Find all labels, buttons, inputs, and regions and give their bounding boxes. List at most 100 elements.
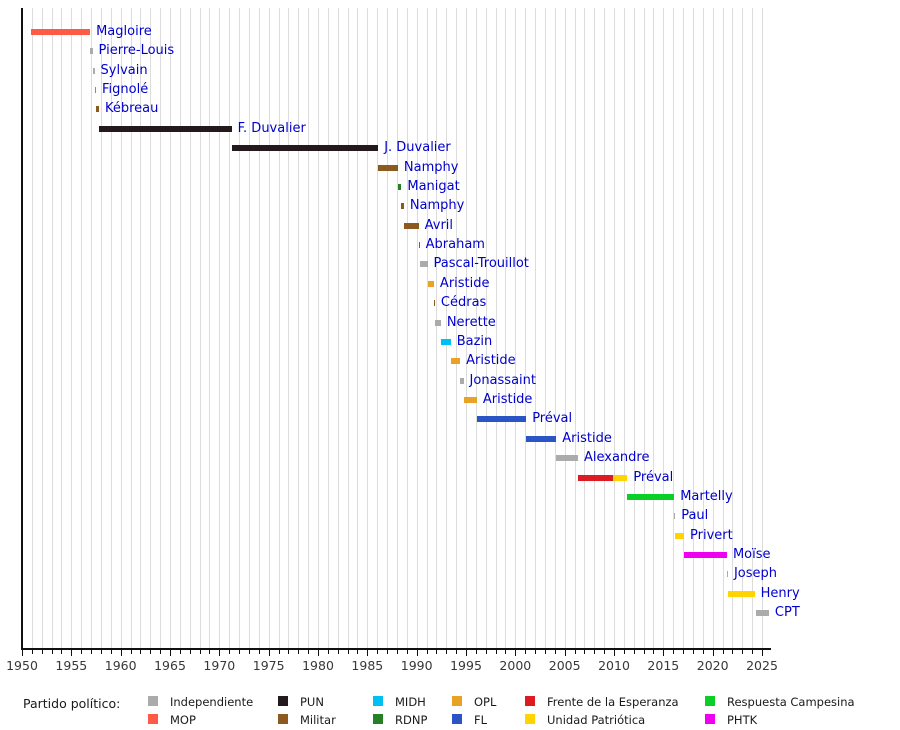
grid-line: [574, 8, 576, 648]
axis-tick: [130, 650, 132, 654]
grid-line: [199, 8, 201, 648]
legend-label: RDNP: [395, 713, 428, 727]
grid-line: [673, 8, 675, 648]
grid-line: [219, 8, 221, 648]
axis-tick: [396, 650, 398, 654]
grid-line: [633, 8, 635, 648]
grid-line: [702, 8, 704, 648]
grid-line: [505, 8, 507, 648]
legend-swatch: [705, 714, 715, 724]
axis-tick: [623, 650, 625, 654]
axis-tick: [525, 650, 527, 654]
axis-tick: [742, 650, 744, 654]
grid-line: [525, 8, 527, 648]
axis-tick-label: 1990: [400, 658, 433, 673]
axis-tick: [692, 650, 694, 654]
timeline-bar: [684, 551, 727, 558]
timeline-bar: [612, 474, 628, 481]
timeline-bar: [627, 493, 675, 500]
grid-line: [456, 8, 458, 648]
axis-tick: [732, 650, 734, 654]
y-axis-line: [21, 8, 23, 648]
axis-tick: [505, 650, 507, 654]
timeline-bar: [231, 145, 379, 152]
grid-line: [683, 8, 685, 648]
grid-line: [584, 8, 586, 648]
bar-label: Manigat: [407, 178, 460, 194]
axis-tick: [298, 650, 300, 654]
grid-line: [643, 8, 645, 648]
axis-tick-label: 1985: [351, 658, 384, 673]
timeline-bar: [92, 67, 95, 74]
grid-line: [278, 8, 280, 648]
bar-label: Paul: [681, 508, 709, 524]
bar-label: Abraham: [425, 237, 485, 253]
grid-line: [515, 8, 517, 648]
axis-tick: [140, 650, 142, 654]
axis-tick: [278, 650, 280, 654]
axis-tick: [41, 650, 43, 654]
timeline-bar: [96, 106, 99, 113]
axis-tick: [160, 650, 162, 654]
axis-tick: [31, 650, 33, 654]
grid-line: [436, 8, 438, 648]
grid-line: [229, 8, 231, 648]
bar-label: Fignolé: [102, 82, 149, 98]
bar-label: Aristide: [482, 392, 533, 408]
axis-tick-label: 1975: [252, 658, 285, 673]
axis-tick: [288, 650, 290, 654]
bar-label: Sylvain: [100, 62, 148, 78]
grid-line: [712, 8, 714, 648]
axis-tick: [51, 650, 53, 654]
axis-tick: [367, 650, 369, 656]
timeline-bar: [378, 164, 398, 171]
timeline-bar: [397, 183, 402, 190]
grid-line: [347, 8, 349, 648]
axis-tick: [663, 650, 665, 656]
timeline-bar: [450, 358, 461, 365]
axis-tick: [466, 650, 467, 656]
grid-line: [732, 8, 734, 648]
timeline-bar: [434, 319, 441, 326]
legend-swatch: [278, 696, 288, 706]
grid-line: [564, 8, 566, 648]
grid-line: [752, 8, 754, 648]
legend-label: Militar: [300, 713, 336, 727]
timeline-bar: [675, 532, 685, 539]
bar-label: Namphy: [403, 159, 459, 175]
axis-tick: [683, 650, 685, 654]
axis-tick: [239, 650, 241, 654]
bar-label: Aristide: [562, 430, 612, 446]
axis-tick: [308, 650, 310, 654]
grid-line: [298, 8, 300, 648]
legend-label: Independiente: [170, 695, 254, 709]
grid-line: [130, 8, 132, 648]
axis-tick: [377, 650, 379, 654]
grid-line: [179, 8, 181, 648]
grid-line: [120, 8, 122, 648]
axis-tick: [475, 650, 477, 654]
timeline-bar: [756, 610, 769, 617]
axis-tick: [584, 650, 586, 654]
bar-label: Henry: [760, 585, 800, 601]
grid-line: [594, 8, 596, 648]
legend-title: Partido político:: [23, 696, 121, 711]
axis-tick-label: 1955: [55, 658, 88, 673]
grid-line: [100, 8, 102, 648]
axis-tick: [170, 650, 171, 656]
bar-label: F. Duvalier: [237, 120, 306, 136]
grid-line: [377, 8, 379, 648]
axis-tick: [189, 650, 191, 654]
legend-label: Frente de la Esperanza: [547, 695, 679, 709]
bar-label: Moïse: [732, 546, 771, 562]
grid-line: [535, 8, 537, 648]
timeline-bar: [556, 455, 578, 462]
axis-tick: [653, 650, 655, 654]
grid-line: [466, 8, 467, 648]
axis-tick: [643, 650, 645, 654]
grid-line: [51, 8, 53, 648]
bar-label: Bazin: [456, 333, 493, 349]
timeline-bar: [459, 377, 464, 384]
axis-tick: [485, 650, 487, 654]
grid-line: [663, 8, 665, 648]
